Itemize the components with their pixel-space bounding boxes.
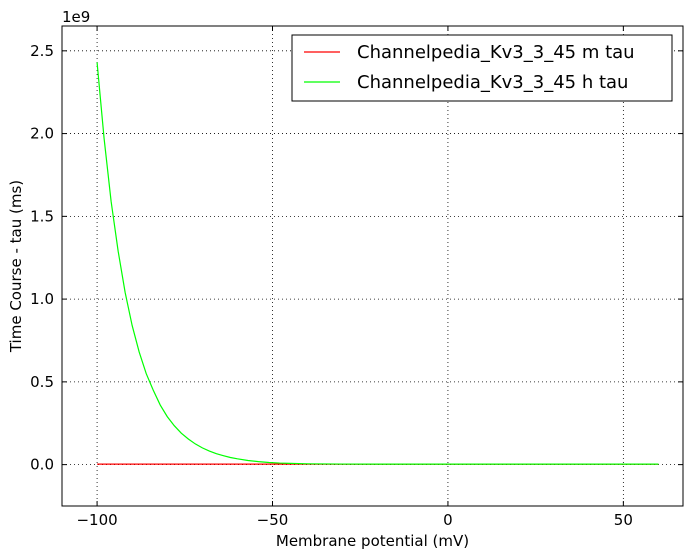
y-tick-label: 0.5 (30, 373, 54, 391)
y-tick-label: 0.0 (30, 456, 54, 474)
ticks: −100 −50 0 50 0.0 0.5 1.0 1.5 2.0 2.5 (30, 26, 683, 529)
y-offset-label: 1e9 (62, 8, 90, 26)
series-line-h-tau (96, 62, 659, 465)
legend: Channelpedia_Kv3_3_45 m tau Channelpedia_… (291, 34, 673, 102)
x-tick-label: 0 (443, 511, 453, 529)
legend-box (291, 34, 673, 102)
y-tick-label: 1.0 (30, 290, 54, 308)
y-axis-label: Time Course - tau (ms) (7, 180, 25, 353)
x-axis-label: Membrane potential (mV) (276, 532, 469, 550)
series-layer (96, 62, 659, 465)
legend-entry-label: Channelpedia_Kv3_3_45 m tau (357, 42, 635, 63)
y-tick-label: 1.5 (30, 207, 54, 225)
grid (62, 26, 683, 506)
y-tick-label: 2.0 (30, 125, 54, 143)
x-tick-label: −50 (257, 511, 289, 529)
legend-entry-label: Channelpedia_Kv3_3_45 h tau (357, 72, 628, 93)
y-tick-label: 2.5 (30, 42, 54, 60)
plot-frame (61, 25, 684, 507)
x-tick-label: 50 (614, 511, 633, 529)
x-tick-label: −100 (76, 511, 117, 529)
